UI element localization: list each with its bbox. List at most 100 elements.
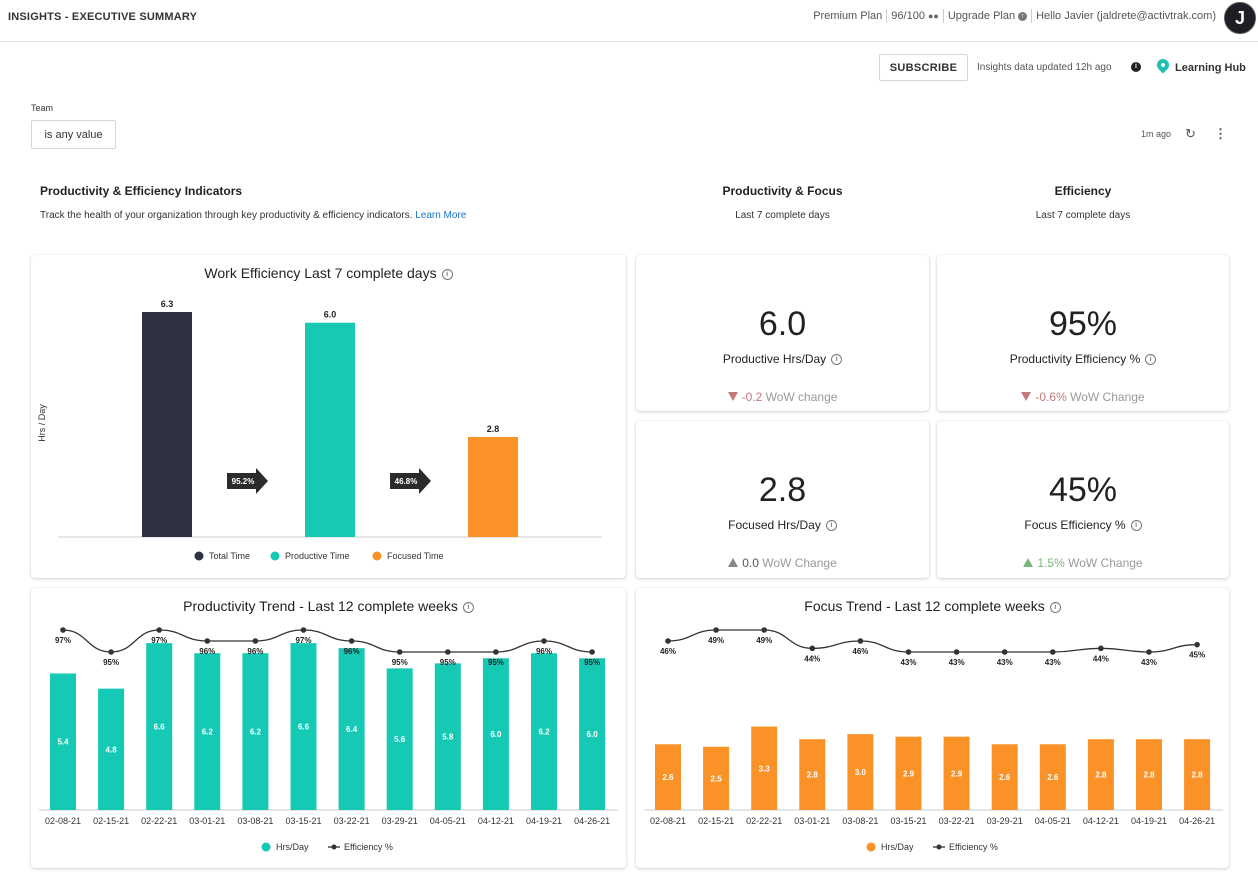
x-tick-label: 02-08-21 bbox=[45, 816, 81, 826]
efficiency-point bbox=[541, 638, 547, 644]
info-icon[interactable]: i bbox=[1145, 354, 1157, 366]
bar-value-label: 4.8 bbox=[106, 745, 118, 754]
efficiency-point bbox=[1050, 649, 1056, 655]
efficiency-point bbox=[252, 638, 259, 644]
legend-marker bbox=[261, 842, 271, 852]
bar bbox=[194, 653, 221, 810]
divider bbox=[886, 9, 888, 23]
productivity-focus-title: Productivity & Focus bbox=[722, 184, 843, 198]
info-icon[interactable]: i bbox=[1131, 62, 1141, 72]
bar bbox=[386, 668, 413, 810]
kpi-label: Focus Efficiency % i bbox=[937, 518, 1229, 532]
efficiency-label: 43% bbox=[949, 658, 965, 667]
efficiency-point bbox=[156, 627, 162, 633]
efficiency-point bbox=[396, 649, 403, 655]
triangle-up-icon bbox=[728, 558, 739, 567]
efficiency-label: 97% bbox=[55, 636, 71, 645]
productivity-trend-title-text: Productivity Trend - Last 12 complete we… bbox=[183, 598, 458, 614]
triangle-down-icon bbox=[1021, 392, 1032, 401]
bar bbox=[1087, 739, 1114, 810]
avatar[interactable]: J bbox=[1224, 2, 1256, 34]
productivity-trend-title: Productivity Trend - Last 12 complete we… bbox=[31, 598, 626, 614]
kpi-card-focus-efficiency: 45% Focus Efficiency % i 1.5% WoW Change bbox=[937, 421, 1229, 578]
legend-label: Total Time bbox=[209, 551, 250, 561]
info-icon[interactable]: i bbox=[1130, 520, 1142, 532]
info-icon[interactable]: i bbox=[831, 354, 843, 366]
user-greeting[interactable]: Hello Javier (jaldrete@activtrak.com) bbox=[1036, 10, 1216, 22]
legend-label: Efficiency % bbox=[949, 842, 998, 852]
kpi-change-value: 1.5% bbox=[1037, 556, 1065, 570]
data-label: 6.3 bbox=[161, 299, 174, 309]
legend-label: Hrs/Day bbox=[881, 842, 914, 852]
bar bbox=[1184, 739, 1211, 810]
indicators-description-text: Track the health of your organization th… bbox=[40, 210, 413, 221]
ratio-label: 46.8% bbox=[395, 477, 418, 486]
x-tick-label: 02-22-21 bbox=[746, 816, 782, 826]
divider bbox=[1031, 9, 1033, 23]
top-bar: INSIGHTS - EXECUTIVE SUMMARY Premium Pla… bbox=[0, 0, 1258, 42]
efficiency-line bbox=[62, 629, 593, 653]
efficiency-label: 44% bbox=[804, 654, 820, 663]
x-tick-label: 04-12-21 bbox=[1083, 816, 1119, 826]
efficiency-point bbox=[809, 645, 816, 652]
info-icon[interactable]: i bbox=[1049, 601, 1061, 613]
legend-label: Focused Time bbox=[387, 551, 444, 561]
indicators-description: Track the health of your organization th… bbox=[40, 210, 466, 221]
bar-value-label: 5.8 bbox=[442, 733, 454, 742]
legend-marker bbox=[331, 844, 337, 850]
info-icon[interactable]: i bbox=[825, 520, 837, 532]
x-tick-label: 03-08-21 bbox=[842, 816, 878, 826]
divider bbox=[942, 9, 944, 23]
kpi-label-text: Focused Hrs/Day bbox=[728, 518, 821, 532]
x-tick-label: 03-29-21 bbox=[382, 816, 418, 826]
ratio-arrow-icon bbox=[227, 468, 268, 494]
focus-trend-title: Focus Trend - Last 12 complete weeks i bbox=[636, 598, 1229, 614]
x-tick-label: 04-26-21 bbox=[1179, 816, 1215, 826]
bar-value-label: 2.8 bbox=[807, 771, 819, 780]
efficiency-point bbox=[300, 627, 307, 633]
x-tick-label: 03-01-21 bbox=[189, 816, 225, 826]
refresh-icon[interactable]: ↻ bbox=[1185, 126, 1196, 141]
efficiency-label: 95% bbox=[440, 658, 456, 667]
efficiency-label: 45% bbox=[1189, 651, 1205, 660]
work-efficiency-chart: Hrs / Day 6.3 6.0 2.8 95.2% 46.8% Total Time Pr… bbox=[37, 299, 602, 561]
bar-value-label: 6.2 bbox=[538, 728, 550, 737]
bar-value-label: 6.6 bbox=[298, 723, 310, 732]
productivity-trend-card: Productivity Trend - Last 12 complete we… bbox=[31, 588, 626, 868]
bar bbox=[531, 653, 557, 810]
kpi-value: 95% bbox=[1048, 305, 1118, 343]
productivity-focus-subtitle: Last 7 complete days bbox=[735, 210, 830, 221]
efficiency-point bbox=[953, 649, 960, 655]
info-icon[interactable]: i bbox=[441, 268, 453, 280]
refresh-time: 1m ago bbox=[1141, 129, 1172, 139]
learn-more-link[interactable]: Learn More bbox=[415, 210, 467, 221]
kpi-label-text: Focus Efficiency % bbox=[1024, 518, 1126, 532]
bar-value-label: 5.4 bbox=[57, 738, 69, 747]
bar-value-label: 2.6 bbox=[1047, 773, 1059, 782]
bar bbox=[751, 726, 778, 810]
kpi-change-suffix: WoW Change bbox=[762, 556, 837, 570]
bar bbox=[434, 663, 461, 810]
data-label: 2.8 bbox=[487, 424, 500, 434]
efficiency-label: 46% bbox=[660, 647, 676, 656]
triangle-up-icon bbox=[1023, 558, 1034, 567]
kpi-change-value: -0.6% bbox=[1035, 390, 1067, 404]
x-tick-label: 02-22-21 bbox=[141, 816, 177, 826]
bar-focused-time bbox=[468, 437, 518, 537]
kpi-change-value: -0.2 bbox=[741, 390, 763, 404]
info-icon[interactable]: i bbox=[462, 601, 474, 613]
more-vertical-icon[interactable]: ⋮ bbox=[1214, 126, 1227, 141]
learning-hub-link[interactable]: Learning Hub bbox=[1175, 62, 1246, 74]
upgrade-plan-link[interactable]: Upgrade Plan bbox=[947, 10, 1016, 22]
legend-label: Hrs/Day bbox=[276, 842, 309, 852]
efficiency-point bbox=[1098, 645, 1104, 652]
efficiency-point bbox=[1194, 641, 1200, 648]
efficiency-label: 43% bbox=[997, 658, 1013, 667]
bar bbox=[703, 746, 730, 810]
arrow-up-icon[interactable]: ↑ bbox=[1018, 11, 1028, 21]
subscribe-button[interactable]: SUBSCRIBE bbox=[879, 54, 968, 81]
team-filter[interactable]: is any value bbox=[31, 120, 116, 149]
bar bbox=[1039, 744, 1066, 810]
location-pin-icon[interactable] bbox=[1154, 56, 1172, 74]
kpi-change-suffix: WoW Change bbox=[1070, 390, 1145, 404]
